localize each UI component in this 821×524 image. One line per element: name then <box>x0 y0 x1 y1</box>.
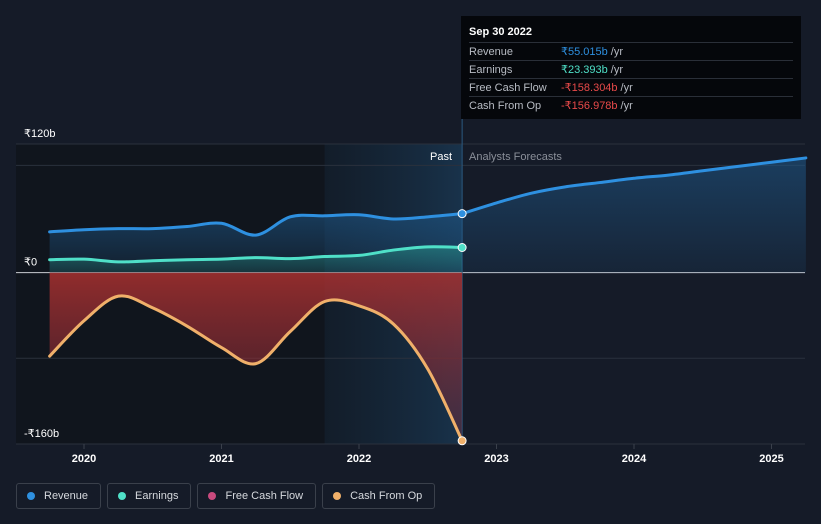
legend-label: Free Cash Flow <box>225 490 304 502</box>
legend-dot-icon <box>333 492 342 500</box>
legend-item-earnings[interactable]: Earnings <box>107 483 192 509</box>
legend-label: Cash From Op <box>350 490 423 502</box>
tooltip-value: -₹158.304b <box>561 82 618 94</box>
tooltip-unit: /yr <box>620 99 633 112</box>
cash-from-op-line <box>48 294 464 443</box>
x-tick-label: 2025 <box>759 453 783 465</box>
tooltip-label: Cash From Op <box>469 99 542 112</box>
x-tick-label: 2024 <box>622 453 647 465</box>
free-cash-flow-area <box>49 272 463 443</box>
tooltip-unit: /yr <box>610 63 623 76</box>
section-forecast-label: Analysts Forecasts <box>469 151 562 163</box>
x-tick-label: 2022 <box>347 453 371 465</box>
y-tick-label: ₹120b <box>24 128 55 140</box>
earnings-point <box>457 243 467 252</box>
legend-label: Earnings <box>135 490 179 502</box>
legend-item-revenue[interactable]: Revenue <box>16 483 102 509</box>
legend-dot-icon <box>118 492 127 500</box>
earnings-area <box>49 246 463 273</box>
tooltip-label: Free Cash Flow <box>469 81 547 94</box>
tooltip-unit: /yr <box>620 81 633 94</box>
x-tick-label: 2021 <box>209 453 233 465</box>
y-tick-label: ₹0 <box>24 257 37 269</box>
tooltip-label: Earnings <box>469 63 513 76</box>
revenue-point <box>457 209 467 219</box>
legend-label: Revenue <box>44 490 89 502</box>
tooltip-row-fcf: Free Cash Flow -₹158.304b /yr <box>469 78 793 96</box>
tooltip-value: -₹156.978b <box>561 100 618 112</box>
section-past-label: Past <box>430 151 452 163</box>
tooltip-unit: /yr <box>610 45 623 58</box>
tooltip-row-earnings: Earnings ₹23.393b /yr <box>469 60 793 78</box>
tooltip-label: Revenue <box>469 45 514 58</box>
tooltip-date: Sep 30 2022 <box>469 26 532 38</box>
cash-from-op-point <box>457 436 467 446</box>
x-tick-label: 2020 <box>72 453 96 465</box>
tooltip-row-revenue: Revenue ₹55.015b /yr <box>469 42 793 60</box>
earnings-line <box>48 245 464 264</box>
legend-dot-icon <box>208 492 217 500</box>
legend-item-free-cash-flow[interactable]: Free Cash Flow <box>197 483 317 509</box>
revenue-forecast-line <box>460 156 808 216</box>
tooltip-value: ₹55.015b <box>561 46 608 58</box>
y-tick-label: -₹160b <box>24 428 59 440</box>
legend: Revenue Earnings Free Cash Flow Cash Fro… <box>16 483 436 509</box>
revenue-forecast-area <box>462 157 806 273</box>
legend-dot-icon <box>27 492 35 500</box>
tooltip-row-cfo: Cash From Op -₹156.978b /yr <box>469 96 793 114</box>
legend-item-cash-from-op[interactable]: Cash From Op <box>322 483 436 509</box>
revenue-line <box>48 212 464 237</box>
tooltip: Sep 30 2022 Revenue ₹55.015b /yr Earning… <box>461 16 801 119</box>
tooltip-value: ₹23.393b <box>561 64 608 76</box>
x-tick-label: 2023 <box>484 453 508 465</box>
